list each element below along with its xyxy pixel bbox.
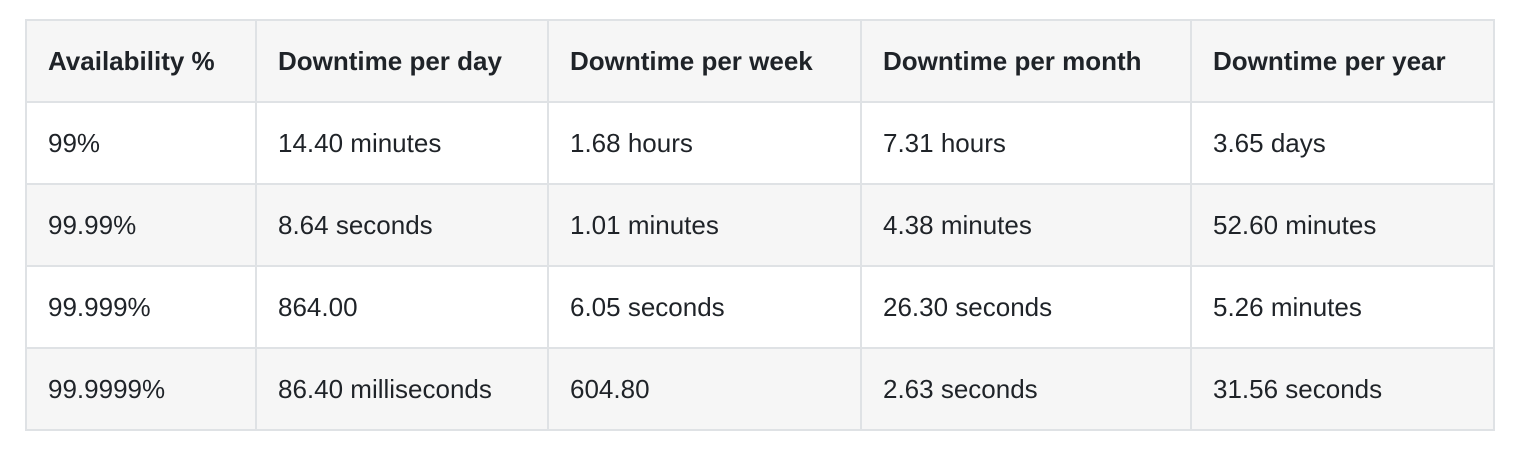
header-downtime-per-month: Downtime per month — [860, 19, 1192, 103]
cell-downtime-per-day: 864.00 — [255, 265, 549, 349]
cell-downtime-per-month: 26.30 seconds — [860, 265, 1192, 349]
availability-table: Availability % Downtime per day Downtime… — [25, 19, 1495, 431]
cell-availability: 99% — [25, 101, 257, 185]
table-row: 99.99% 8.64 seconds 1.01 minutes 4.38 mi… — [25, 183, 1495, 267]
table-row: 99.9999% 86.40 milliseconds 604.80 2.63 … — [25, 347, 1495, 431]
cell-downtime-per-year: 31.56 seconds — [1190, 347, 1495, 431]
cell-downtime-per-week: 604.80 — [547, 347, 862, 431]
cell-availability: 99.9999% — [25, 347, 257, 431]
header-downtime-per-year: Downtime per year — [1190, 19, 1495, 103]
cell-downtime-per-day: 86.40 milliseconds — [255, 347, 549, 431]
cell-availability: 99.999% — [25, 265, 257, 349]
table-row: 99.999% 864.00 6.05 seconds 26.30 second… — [25, 265, 1495, 349]
cell-downtime-per-year: 52.60 minutes — [1190, 183, 1495, 267]
cell-downtime-per-week: 1.68 hours — [547, 101, 862, 185]
cell-downtime-per-day: 14.40 minutes — [255, 101, 549, 185]
header-downtime-per-week: Downtime per week — [547, 19, 862, 103]
cell-downtime-per-year: 3.65 days — [1190, 101, 1495, 185]
cell-downtime-per-day: 8.64 seconds — [255, 183, 549, 267]
cell-availability: 99.99% — [25, 183, 257, 267]
cell-downtime-per-month: 4.38 minutes — [860, 183, 1192, 267]
cell-downtime-per-week: 6.05 seconds — [547, 265, 862, 349]
table-header-row: Availability % Downtime per day Downtime… — [25, 19, 1495, 103]
table-row: 99% 14.40 minutes 1.68 hours 7.31 hours … — [25, 101, 1495, 185]
header-availability: Availability % — [25, 19, 257, 103]
cell-downtime-per-month: 7.31 hours — [860, 101, 1192, 185]
cell-downtime-per-month: 2.63 seconds — [860, 347, 1192, 431]
header-downtime-per-day: Downtime per day — [255, 19, 549, 103]
cell-downtime-per-week: 1.01 minutes — [547, 183, 862, 267]
cell-downtime-per-year: 5.26 minutes — [1190, 265, 1495, 349]
